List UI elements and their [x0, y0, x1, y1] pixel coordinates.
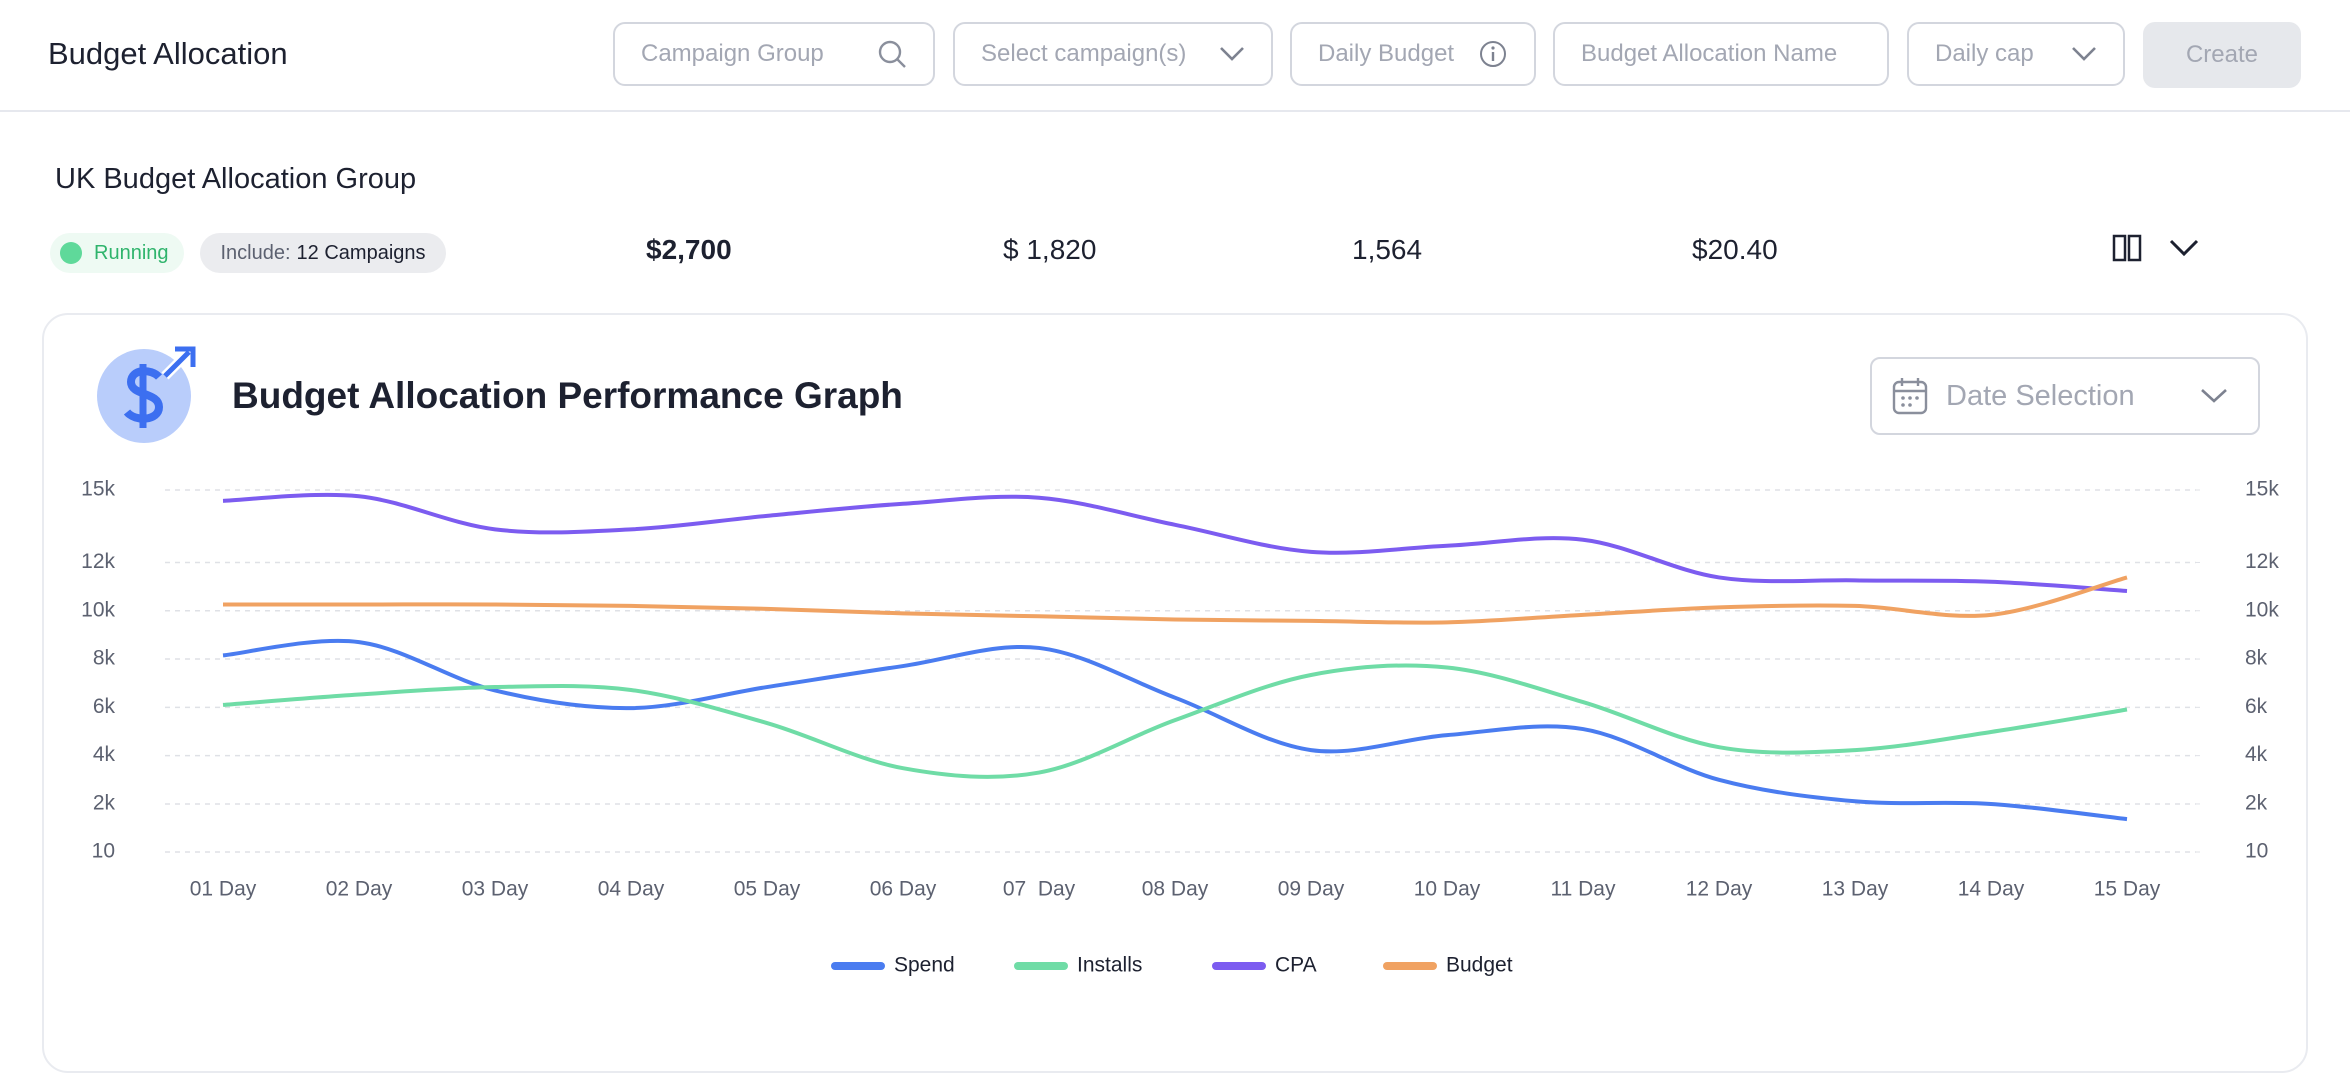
panel-title: Budget Allocation Performance Graph [232, 375, 903, 416]
y2-tick-label: 8k [2245, 647, 2268, 670]
x-tick-label: 01 Day [190, 878, 257, 901]
chevron-icon [2072, 47, 2096, 61]
series-line [222, 492, 2128, 593]
daily-budget-input[interactable]: Daily Budget [1290, 22, 1536, 86]
x-tick-label: 14 Day [1958, 878, 2025, 901]
y2-tick-label: 6k [2245, 695, 2268, 718]
group-name: UK Budget Allocation Group [55, 163, 417, 195]
y-tick-label: 10k [81, 598, 115, 621]
metric: $ 1,820 [1003, 234, 1097, 265]
campaign-select[interactable]: Select campaign(s) [953, 22, 1273, 86]
status-dot [60, 242, 82, 264]
placeholder: Campaign Group [641, 40, 824, 67]
x-tick-label: 06 Day [870, 878, 937, 901]
y2-tick-label: 10k [2245, 598, 2279, 621]
y-tick-label: 4k [93, 743, 116, 766]
x-tick-label: 05 Day [734, 878, 801, 901]
x-tick-label: 04 Day [598, 878, 665, 901]
placeholder: Date Selection [1946, 379, 2135, 412]
x-tick-label: 03 Day [462, 878, 529, 901]
series-line [222, 663, 2128, 779]
x-tick-label: 10 Day [1414, 878, 1481, 901]
chevron-icon [1220, 47, 1244, 61]
campaign-group-input[interactable]: Campaign Group [613, 22, 935, 86]
legend-label: Budget [1446, 954, 1513, 977]
date-selection[interactable]: Date Selection [1870, 357, 2260, 435]
y-tick-label: 12k [81, 550, 115, 573]
status-pill: Running [50, 233, 184, 273]
placeholder: Budget Allocation Name [1581, 40, 1838, 67]
include-label: Include: [220, 241, 291, 264]
budget-icon [97, 346, 196, 443]
y-tick-label: 6k [93, 695, 116, 718]
y2-tick-label: 12k [2245, 550, 2279, 573]
x-tick-label: 09 Day [1278, 878, 1345, 901]
x-tick-label: 11 Day [1551, 878, 1616, 901]
chart: 10 2k 4k 6k 8k 10k 12k 15k 10 2k 4k 6k 8k 10k 12k 15k 01… [81, 478, 2279, 977]
legend-label: Installs [1077, 954, 1142, 977]
y2-tick-label: 4k [2245, 743, 2268, 766]
placeholder: Daily cap [1935, 40, 2034, 67]
series-line [222, 638, 2128, 822]
columns-icon[interactable] [2112, 234, 2142, 262]
metric: $20.40 [1692, 234, 1778, 265]
create-button[interactable]: Create [2143, 22, 2301, 88]
y-tick-label: 10 [92, 840, 115, 863]
placeholder: Daily Budget [1318, 40, 1455, 67]
allocation-name-input[interactable]: Budget Allocation Name [1553, 22, 1889, 86]
x-tick-label: 08 Day [1142, 878, 1209, 901]
legend-label: Spend [894, 954, 955, 977]
daily-cap-select[interactable]: Daily cap [1907, 22, 2125, 86]
search-icon [878, 40, 906, 68]
header [0, 0, 2350, 112]
status-text: Running [94, 241, 169, 264]
legend-label: CPA [1275, 954, 1317, 977]
y2-tick-label: 2k [2245, 791, 2268, 814]
y-tick-label: 8k [93, 647, 116, 670]
chevron-icon [2201, 389, 2227, 403]
page-title: Budget Allocation [48, 36, 288, 71]
y-tick-label: 2k [93, 791, 116, 814]
x-tick-label: 07 Day [1003, 878, 1076, 901]
x-tick-label: 13 Day [1822, 878, 1889, 901]
series-line [222, 575, 2128, 625]
x-tick-label: 12 Day [1686, 878, 1753, 901]
info-icon [1480, 41, 1506, 67]
placeholder: Select campaign(s) [981, 40, 1187, 67]
metric: $2,700 [646, 234, 732, 265]
metric: 1,564 [1352, 234, 1423, 265]
x-tick-label: 15 Day [2094, 878, 2161, 901]
x-tick-label: 02 Day [326, 878, 393, 901]
include-pill: Include: 12 Campaigns [200, 233, 446, 273]
calendar-icon [1892, 378, 1928, 415]
y2-tick-label: 10 [2245, 840, 2268, 863]
y2-tick-label: 15k [2245, 478, 2279, 501]
include-value: 12 Campaigns [296, 241, 426, 264]
expand-icon[interactable] [2168, 238, 2200, 258]
y-tick-label: 15k [81, 478, 115, 501]
